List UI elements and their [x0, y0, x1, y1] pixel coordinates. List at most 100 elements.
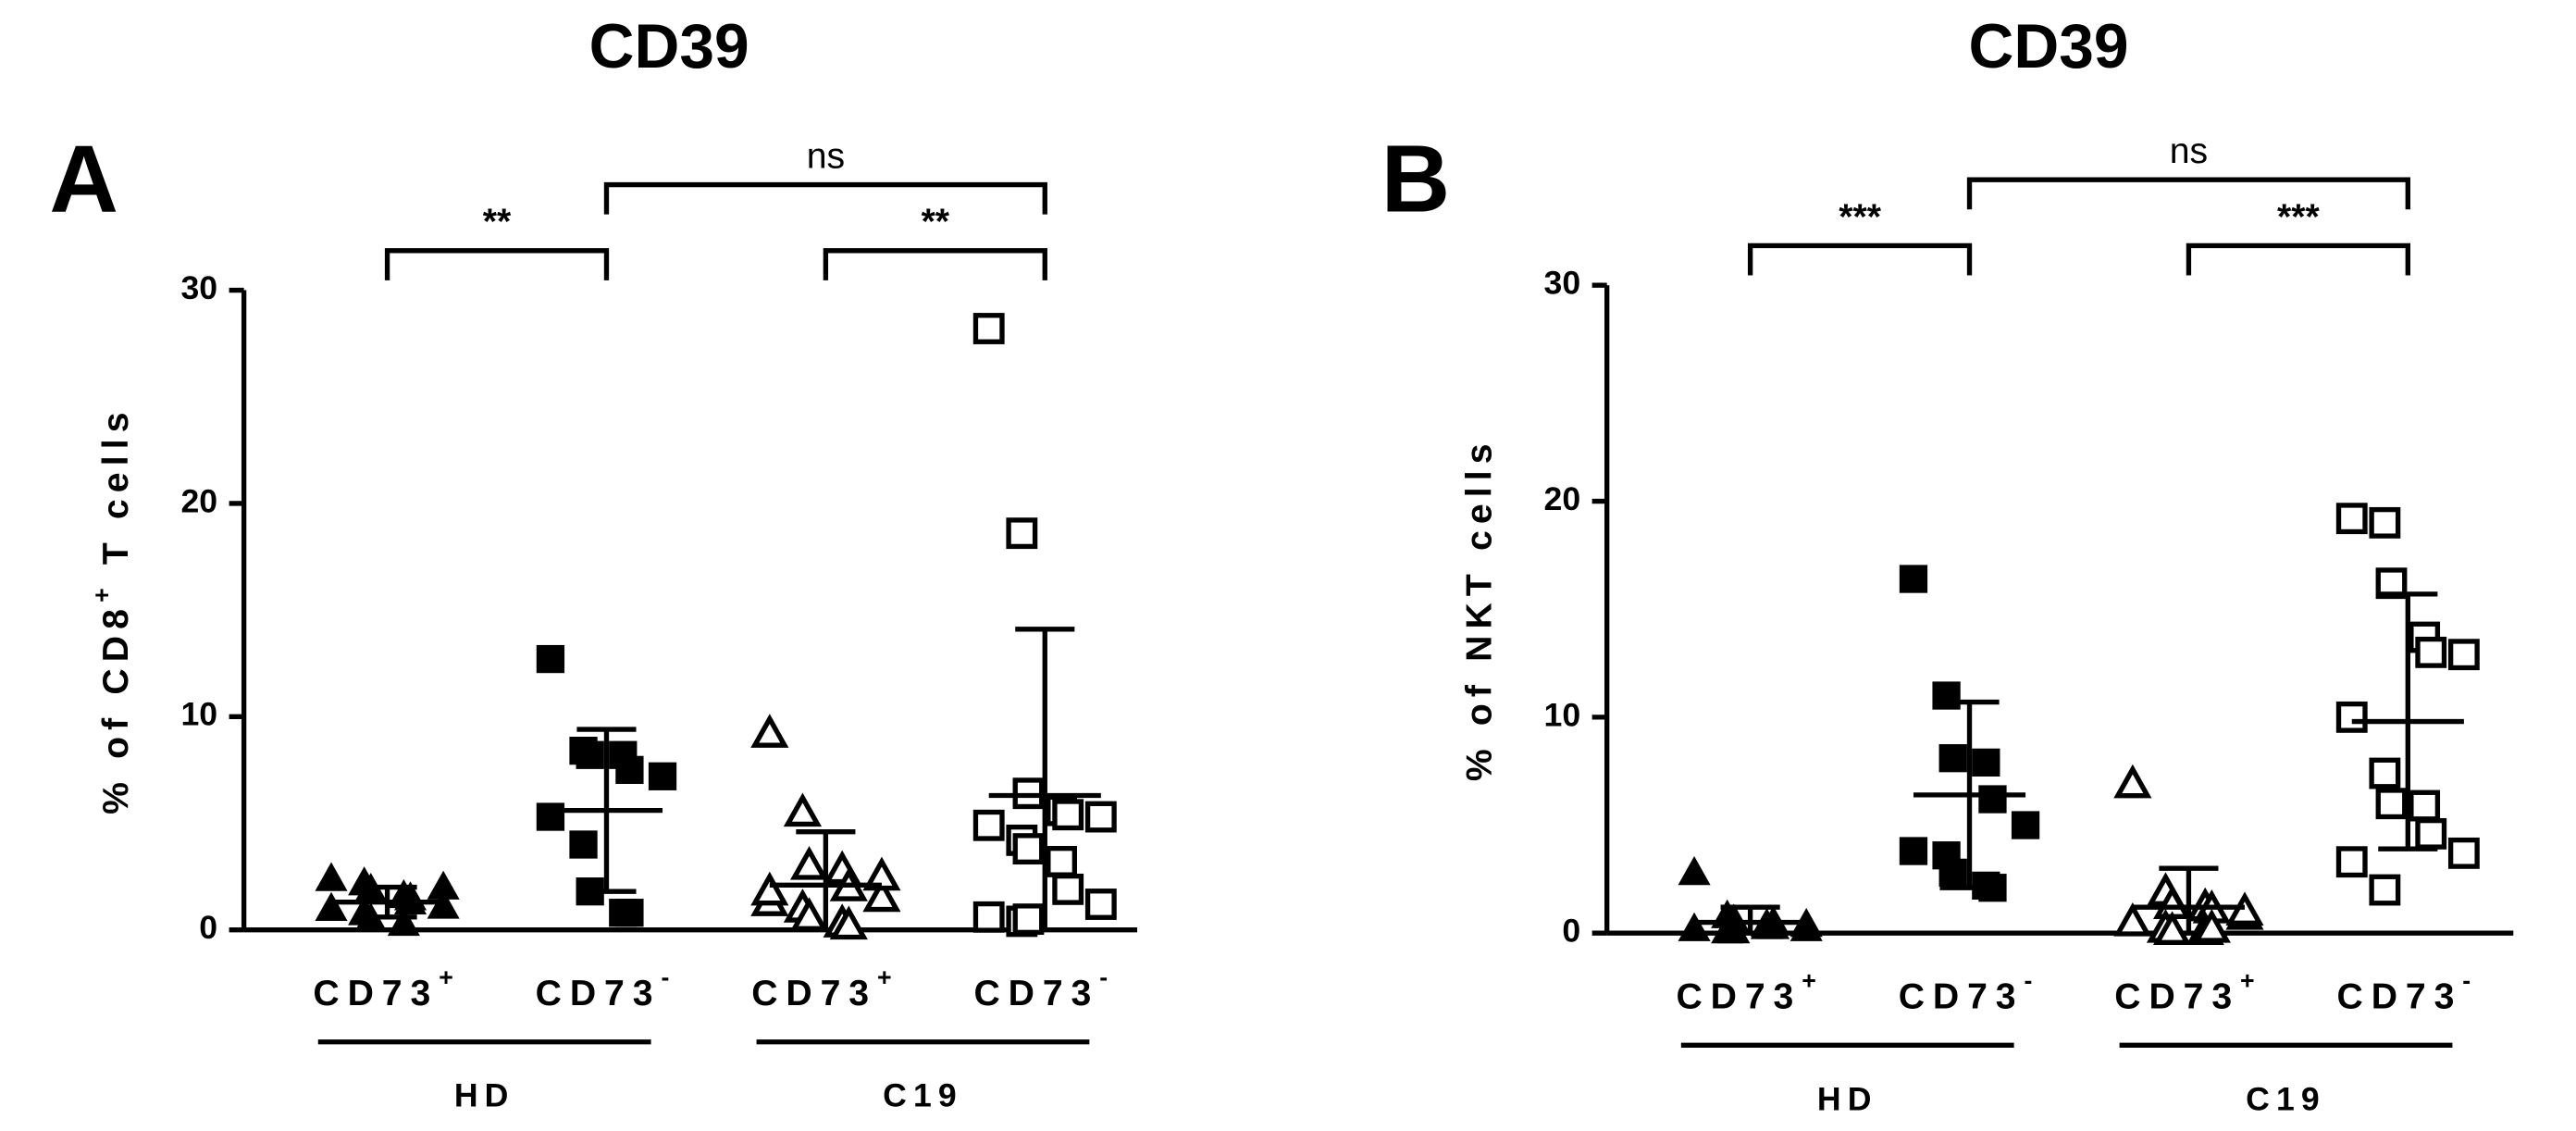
data-point — [1932, 681, 1961, 710]
category-sup: - — [1099, 963, 1116, 991]
significance-label: ** — [483, 203, 512, 242]
data-point — [315, 891, 348, 921]
significance-bracket — [603, 181, 1047, 215]
category-sup: - — [661, 963, 677, 991]
data-point — [2192, 909, 2231, 943]
y-label-part: % of CD8 — [97, 603, 137, 814]
data-point — [2369, 874, 2401, 906]
category-text: CD73 — [313, 974, 439, 1013]
y-tick-label: 10 — [181, 696, 218, 733]
significance-label: *** — [1839, 197, 1881, 237]
y-tick-label: 20 — [1544, 480, 1581, 517]
category-sup: - — [2025, 967, 2041, 995]
data-point — [615, 899, 644, 927]
x-tick-label: CD73+ — [751, 963, 899, 1013]
category-text: CD73 — [1676, 977, 1802, 1017]
data-point — [750, 714, 789, 748]
y-tick-label: 0 — [199, 909, 217, 946]
data-point — [1046, 846, 1078, 877]
category-text: CD73 — [751, 974, 877, 1013]
sd-bar — [1720, 904, 1780, 934]
category-sup: + — [1802, 967, 1825, 995]
sd-bar — [2159, 865, 2219, 934]
data-point — [427, 870, 460, 900]
data-point — [1717, 914, 1751, 944]
significance-bracket — [1966, 177, 2410, 210]
group-label: HD — [454, 1077, 515, 1114]
data-point — [1678, 856, 1711, 886]
significance-bracket — [823, 248, 1047, 280]
significance-bracket — [2186, 242, 2410, 276]
data-point — [2335, 846, 2368, 878]
data-point — [1084, 889, 1117, 920]
y-tick-label: 20 — [181, 482, 218, 519]
data-point — [387, 906, 420, 937]
data-point — [2415, 636, 2447, 668]
y-tick-label: 30 — [1544, 265, 1581, 302]
category-text: CD73 — [1899, 977, 2025, 1017]
data-point — [1012, 833, 1045, 865]
data-point — [1899, 565, 1928, 593]
y-tick-label: 10 — [1544, 696, 1581, 733]
data-point — [829, 905, 868, 940]
data-point — [615, 755, 644, 785]
panel-letter: A — [49, 125, 118, 232]
category-text: CD73 — [2337, 977, 2463, 1017]
data-point — [789, 897, 829, 931]
data-point — [2225, 891, 2264, 926]
y-label-part: + — [88, 581, 116, 603]
significance-label: *** — [2277, 197, 2320, 237]
significance-label: ** — [922, 203, 950, 242]
data-point — [536, 802, 565, 831]
data-point — [1972, 748, 2000, 777]
data-point — [2335, 701, 2368, 733]
data-point — [862, 856, 901, 891]
chart-title: CD39 — [1969, 12, 2129, 81]
category-sup: + — [439, 963, 462, 991]
category-text: CD73 — [973, 974, 1099, 1013]
sd-bar — [796, 829, 856, 930]
panel-letter: B — [1381, 125, 1451, 232]
group-label: HD — [1817, 1080, 1878, 1117]
data-point — [648, 762, 677, 790]
y-label-part: % of NKT cells — [1460, 437, 1500, 781]
data-point — [2375, 788, 2408, 820]
data-point — [576, 740, 604, 769]
data-point — [2415, 817, 2447, 850]
data-point — [1938, 744, 1967, 773]
data-point — [2369, 506, 2401, 539]
sd-bar — [576, 727, 637, 894]
data-point — [972, 313, 1005, 344]
sd-bar — [357, 884, 417, 920]
sd-bar — [2378, 591, 2438, 851]
data-point — [1978, 785, 2007, 814]
category-sup: - — [2462, 967, 2479, 995]
category-text: CD73 — [536, 974, 662, 1013]
data-point — [972, 809, 1005, 841]
data-point — [315, 862, 348, 891]
data-point — [1899, 837, 1928, 865]
significance-bracket — [384, 248, 610, 280]
group-label: C19 — [2246, 1080, 2326, 1117]
significance-label: ns — [2170, 131, 2208, 171]
x-tick-label: CD73+ — [313, 963, 461, 1013]
y-label-part: T cells — [97, 405, 137, 581]
data-point — [2011, 811, 2040, 839]
data-point — [2447, 837, 2480, 869]
data-point — [1052, 799, 1084, 831]
x-tick-label: CD73- — [973, 963, 1116, 1013]
data-point — [972, 901, 1005, 933]
data-point — [1938, 858, 1967, 888]
x-tick-label: CD73+ — [2114, 967, 2262, 1017]
y-axis-label: % of CD8+ T cells — [88, 405, 136, 814]
data-point — [2369, 757, 2401, 789]
data-point — [783, 792, 823, 827]
data-point — [2409, 789, 2441, 822]
data-point — [862, 877, 901, 913]
data-point — [536, 644, 565, 674]
data-point — [427, 889, 460, 919]
x-tick-label: CD73- — [2337, 967, 2480, 1017]
data-point — [2153, 911, 2192, 946]
data-point — [1052, 873, 1084, 905]
